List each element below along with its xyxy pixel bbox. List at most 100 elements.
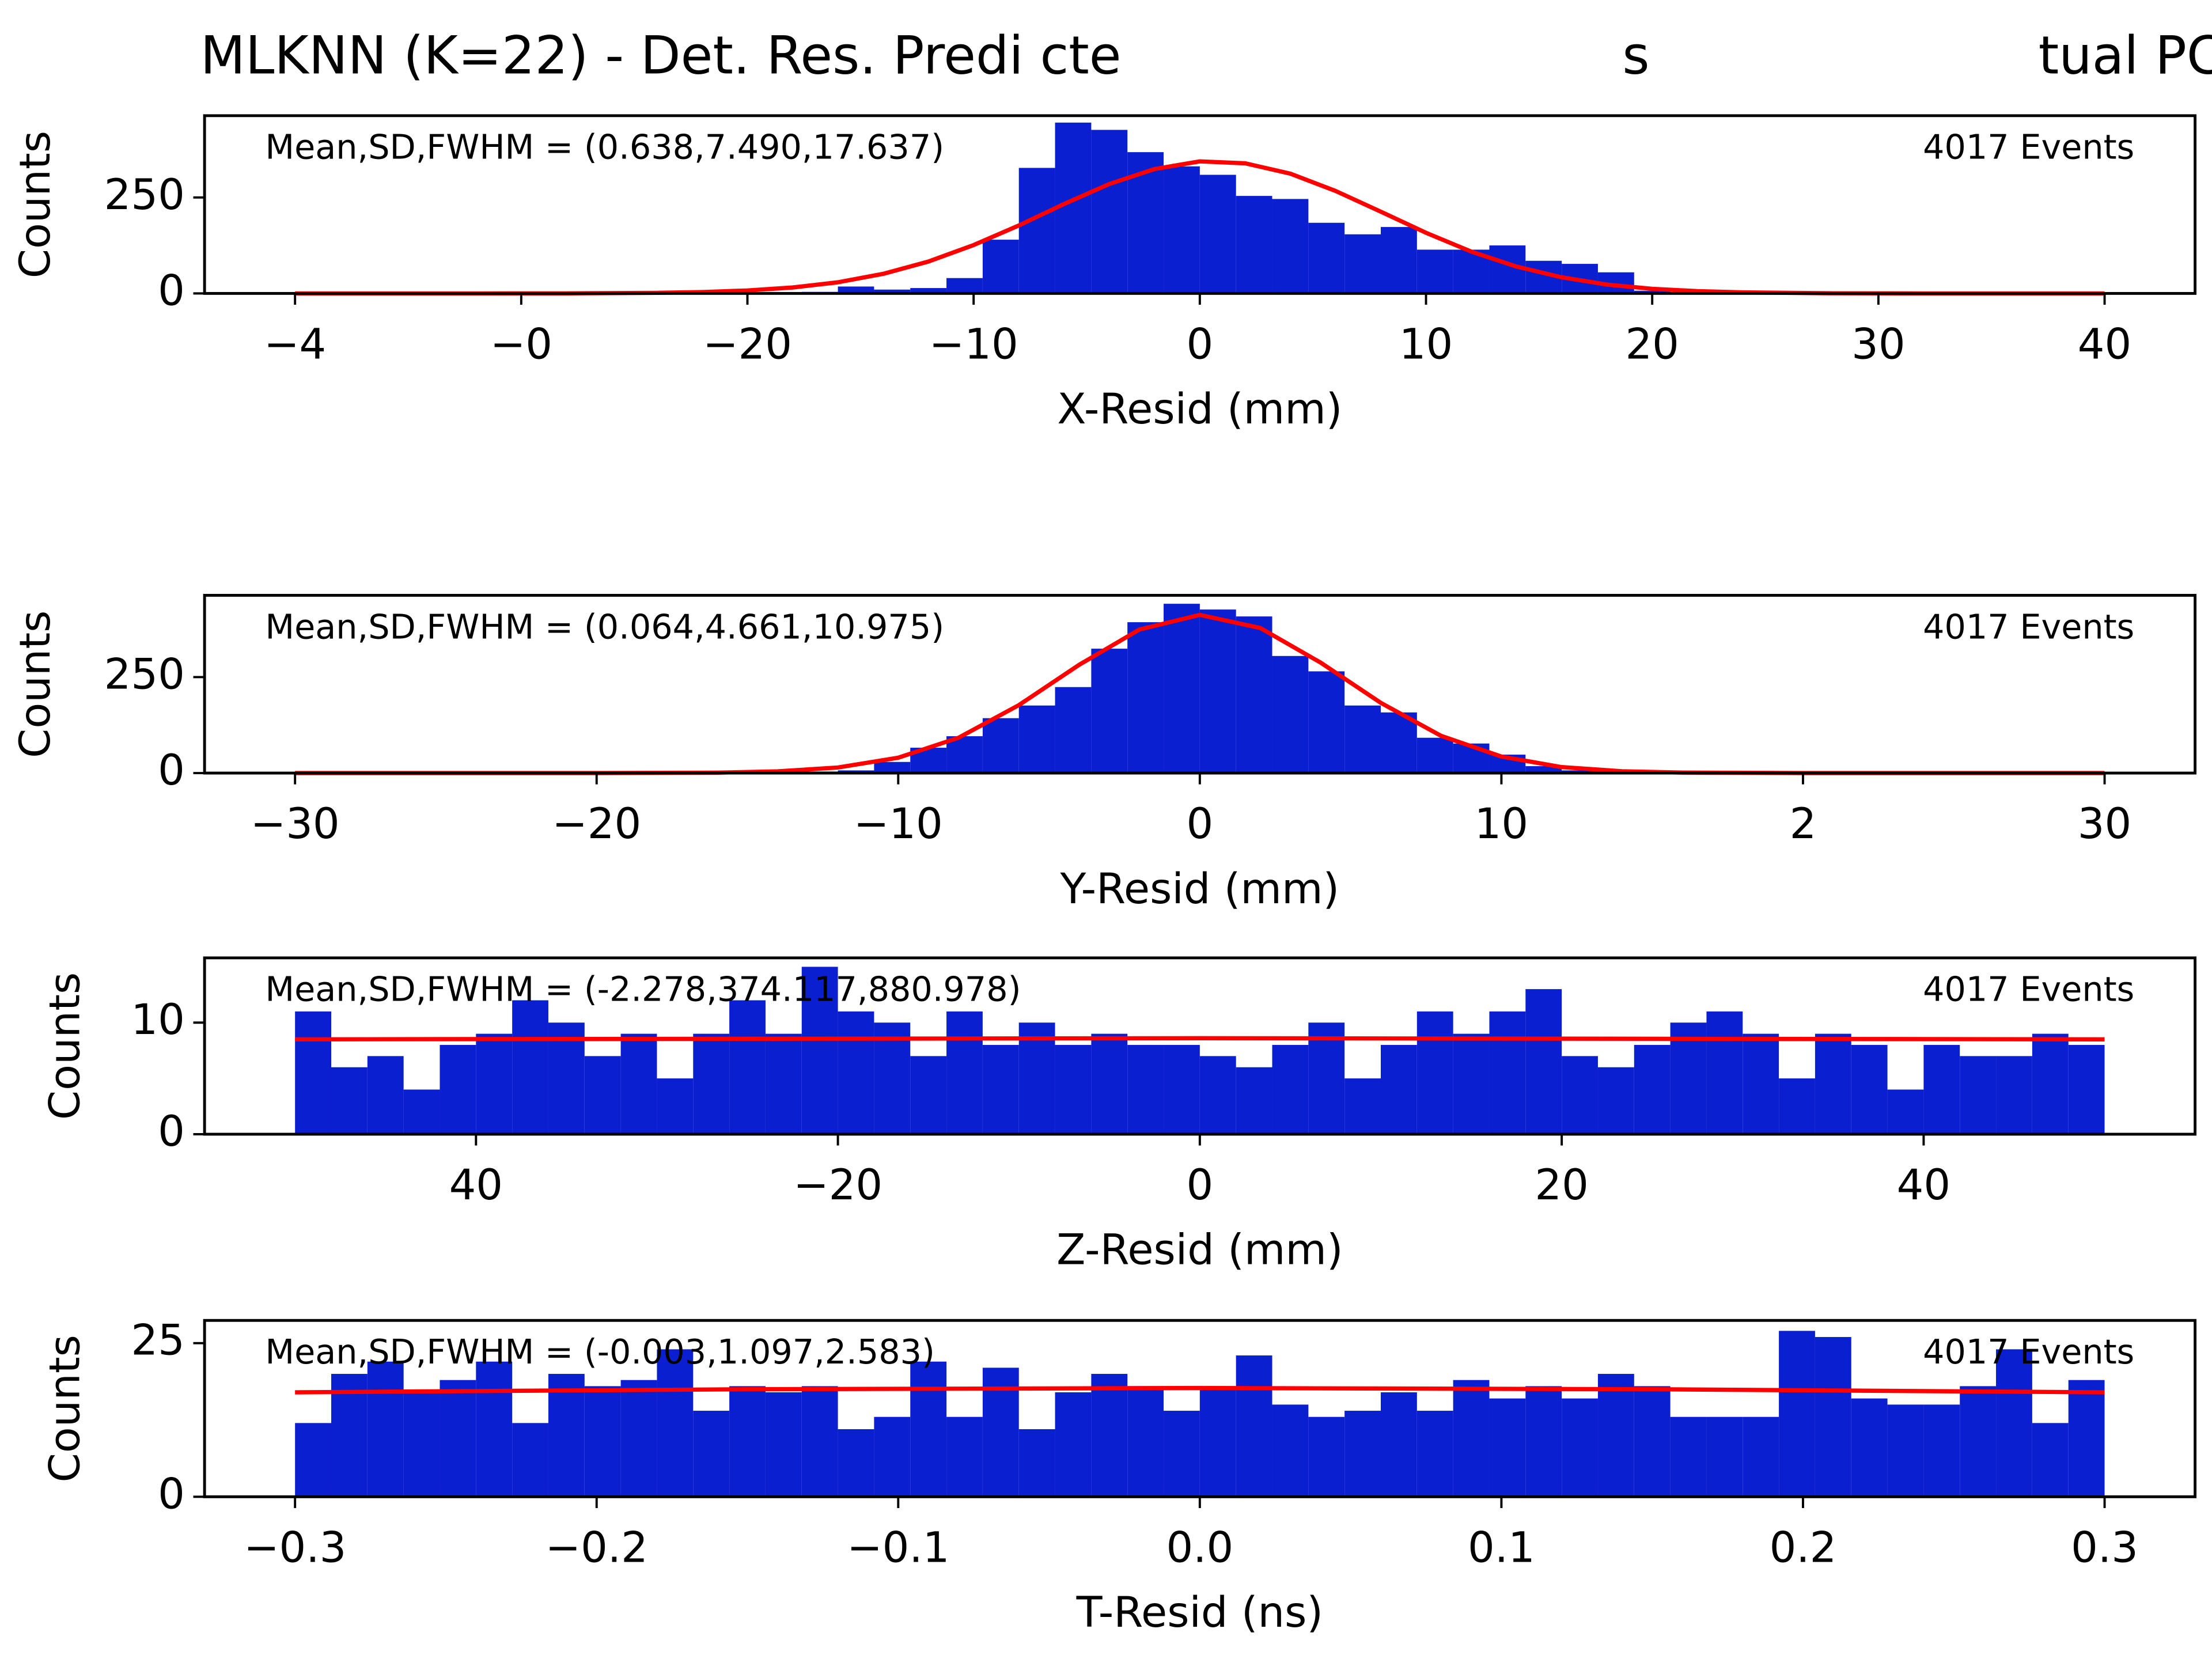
histogram-bar — [1815, 1033, 1851, 1134]
histogram-bar — [1018, 168, 1055, 294]
histogram-bar — [910, 1056, 947, 1134]
histogram-bar — [1236, 1355, 1272, 1497]
histogram-bar — [1525, 1386, 1562, 1497]
histogram-bar — [946, 736, 983, 774]
histogram-bar — [1091, 1374, 1128, 1497]
x-axis-label: Y-Resid (mm) — [1060, 865, 1340, 914]
histogram-bar — [1851, 1398, 1888, 1497]
histogram-bar — [367, 1361, 404, 1497]
histogram-bar — [1380, 1392, 1417, 1497]
x-tick-label: 30 — [1851, 320, 1905, 369]
histogram-bar — [2032, 1423, 2069, 1497]
x-tick-label: −0.1 — [847, 1523, 949, 1572]
events-annotation: 4017 Events — [1923, 127, 2134, 167]
x-tick-label: −10 — [854, 800, 943, 849]
x-tick-label: −10 — [929, 320, 1018, 369]
histogram-bar — [1416, 249, 1453, 294]
histogram-bar — [1779, 1078, 1815, 1134]
histogram-bar — [1815, 1337, 1851, 1497]
histogram-bar — [1525, 989, 1562, 1134]
histogram-bar — [403, 1392, 440, 1497]
histogram-bar — [1018, 1429, 1055, 1497]
histogram-bar — [946, 278, 983, 294]
stats-annotation: Mean,SD,FWHM = (0.064,4.661,10.975) — [265, 607, 944, 646]
histogram-bar — [1199, 1056, 1236, 1134]
x-tick-label: 0.0 — [1166, 1523, 1233, 1572]
histogram-bar — [2032, 1033, 2069, 1134]
x-tick-label: 40 — [1897, 1161, 1950, 1210]
histogram-bar — [1055, 1044, 1092, 1134]
histogram-bar — [1272, 199, 1309, 294]
y-axis-label: Counts — [41, 1335, 90, 1482]
histogram-bar — [1127, 622, 1164, 774]
histogram-bar — [1525, 766, 1562, 774]
histogram-bar — [1996, 1349, 2032, 1497]
histogram-bar — [1091, 130, 1128, 294]
histogram-bar — [1236, 616, 1272, 774]
histogram-bar — [693, 1411, 730, 1497]
histogram-bar — [1670, 1022, 1707, 1134]
histogram-bar — [1199, 1386, 1236, 1497]
histogram-bar — [1308, 222, 1345, 294]
histogram-bar — [1743, 1416, 1779, 1497]
y-tick-label: 10 — [131, 995, 184, 1044]
histogram-bar — [982, 240, 1019, 294]
fit-curve — [295, 612, 2105, 775]
histogram-bar — [584, 1056, 621, 1134]
histogram-bar — [1272, 1044, 1309, 1134]
events-annotation: 4017 Events — [1923, 969, 2134, 1009]
histogram-bar — [657, 1078, 694, 1134]
histogram-bar — [548, 1022, 585, 1134]
y-tick-label: 25 — [131, 1316, 184, 1365]
histogram-bar — [1960, 1386, 1997, 1497]
histogram-bar — [367, 1056, 404, 1134]
histogram-bar — [982, 718, 1019, 774]
x-tick-label: 2 — [1790, 800, 1817, 849]
histogram-bar — [620, 1380, 657, 1497]
histogram-bar — [1272, 1404, 1309, 1497]
histogram-bar — [1562, 1056, 1598, 1134]
histogram-bar — [1380, 227, 1417, 294]
histogram-bar — [2068, 1044, 2105, 1134]
histogram-bar — [874, 1416, 911, 1497]
y-tick-label: 250 — [104, 650, 185, 699]
x-tick-label: −20 — [703, 320, 792, 369]
histogram-bar — [982, 1044, 1019, 1134]
y-tick-label: 0 — [158, 1469, 185, 1518]
histogram-bar — [1055, 1392, 1092, 1497]
histogram-bar — [1416, 1411, 1453, 1497]
histogram-bar — [512, 1423, 548, 1497]
x-tick-label: 20 — [1535, 1161, 1588, 1210]
histogram-bar — [440, 1380, 476, 1497]
histogram-bar — [331, 1374, 368, 1497]
histogram-bar — [1308, 671, 1345, 774]
histogram-bar — [946, 1416, 983, 1497]
title-part: s — [1622, 26, 1649, 86]
histogram-bar — [1887, 1404, 1924, 1497]
histogram-bar — [548, 1374, 585, 1497]
y-axis-label: Counts — [11, 131, 60, 278]
histogram-bar — [838, 1429, 874, 1497]
histogram-bar — [1634, 1386, 1671, 1497]
histogram-bar — [1164, 604, 1200, 774]
histogram-bar — [1453, 1380, 1490, 1497]
histogram-bar — [801, 967, 838, 1134]
histogram-bar — [1634, 1044, 1671, 1134]
fit-curve — [295, 1036, 2105, 1041]
stats-annotation: Mean,SD,FWHM = (0.638,7.490,17.637) — [265, 127, 944, 167]
histogram-bar — [874, 289, 911, 294]
histogram-bar — [1164, 1044, 1200, 1134]
x-tick-label: −0 — [490, 320, 552, 369]
x-axis-label: X-Resid (mm) — [1057, 385, 1342, 434]
x-tick-label: 0.1 — [1468, 1523, 1535, 1572]
histogram-bar — [1597, 1374, 1634, 1497]
x-tick-label: −30 — [251, 800, 340, 849]
fit-curve — [295, 159, 2105, 296]
y-tick-label: 250 — [104, 171, 185, 219]
x-tick-label: 0.2 — [1770, 1523, 1837, 1572]
histogram-bar — [584, 1386, 621, 1497]
histogram-bar — [1706, 1011, 1743, 1134]
histogram-bar — [1743, 1033, 1779, 1134]
